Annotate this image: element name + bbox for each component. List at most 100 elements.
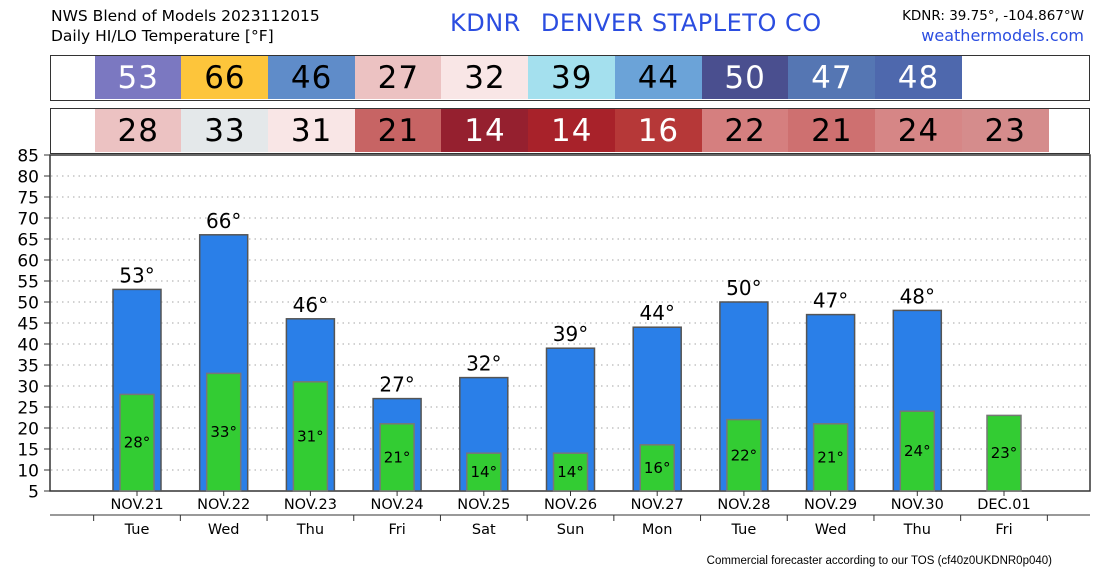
y-tick-label: 75 [17,189,39,209]
footer-note: Commercial forecaster according to our T… [706,555,1052,567]
x-date-label: NOV.30 [891,497,944,513]
hi-label: 48° [900,284,935,308]
station-name: DENVER STAPLETO CO [540,9,822,37]
lo-strip-cell: 14 [441,109,529,152]
station-id: KDNR [450,9,521,37]
hi-label: 27° [379,373,414,397]
y-tick-label: 60 [17,252,39,272]
hi-label: 66° [206,209,241,233]
lo-bar [899,410,936,492]
lo-label: 28° [124,434,151,452]
lo-bar [812,423,849,492]
x-date-label: DEC.01 [977,497,1031,513]
hi-strip-cell: 53 [94,56,182,99]
lo-strip-cell: 22 [701,109,789,152]
lo-strip: 28 33 31 21 14 14 16 22 21 24 23 [50,108,1090,154]
lo-bar [639,444,675,492]
hi-label: 50° [726,276,761,300]
x-date-label: NOV.28 [717,497,770,513]
x-weekday-label: Tue [731,522,757,538]
y-tick-label: 40 [17,336,39,356]
lo-strip-cell: 33 [181,109,269,152]
y-tick-label: 70 [17,210,39,230]
x-date-label: NOV.22 [197,497,250,513]
header-left: NWS Blend of Models 2023112015 Daily HI/… [51,6,320,46]
lo-strip-cell: 14 [528,109,616,152]
x-date-label: NOV.23 [284,497,337,513]
lo-label: 24° [904,442,931,460]
hi-strip-cell: 32 [441,56,529,99]
x-date-label: NOV.27 [631,497,684,513]
lo-strip-cell: 16 [614,109,703,152]
lo-strip-cell: 31 [268,109,356,152]
lo-label: 21° [817,448,844,466]
x-weekday-label: Mon [642,522,673,538]
y-tick-label: 50 [17,294,39,314]
y-tick-label: 15 [17,441,39,461]
header-right: KDNR: 39.75°, -104.867°W weathermodels.c… [902,6,1084,46]
hi-strip-cell: 48 [874,56,963,99]
x-axis: NOV.21 Tue NOV.22 Wed NOV.23 Thu NOV.24 Fri NOV.… [50,491,1090,538]
hi-label: 39° [553,322,588,346]
lo-label: 31° [297,427,324,445]
hi-strip-cell: 50 [701,56,789,99]
lo-label: 21° [384,448,411,466]
hi-strip-cell: 66 [181,56,269,99]
hi-label: 32° [466,352,501,376]
hi-strip-cell: 39 [528,56,616,99]
y-tick-label: 10 [17,462,39,482]
hi-strip-cell: 27 [354,56,442,99]
lo-label: 33° [210,423,237,441]
lo-label: 22° [731,446,758,464]
x-weekday-label: Fri [388,522,405,538]
site-link[interactable]: weathermodels.com [921,26,1084,45]
model-title: NWS Blend of Models 2023112015 [51,7,320,25]
hi-label: 47° [813,289,848,313]
chart-subtitle: Daily HI/LO Temperature [°F] [51,27,274,45]
x-date-label: NOV.25 [457,497,510,513]
x-weekday-label: Fri [995,522,1012,538]
y-tick-label: 25 [17,399,39,419]
x-date-label: NOV.21 [110,497,163,513]
x-weekday-label: Thu [296,522,324,538]
lo-strip-cell: 28 [94,109,182,152]
x-weekday-label: Wed [208,522,240,538]
y-tick-label: 20 [17,420,39,440]
lo-strip-cell: 24 [874,109,963,152]
hi-strip: 53 66 46 27 32 39 44 50 47 48 [50,55,1090,101]
y-tick-label: 80 [17,168,39,188]
y-tick-label: 85 [17,147,39,167]
hi-label: 53° [119,263,154,287]
lo-label: 23° [991,444,1018,462]
x-weekday-label: Sat [472,522,496,538]
y-tick-label: 45 [17,315,39,335]
station-coords: KDNR: 39.75°, -104.867°W [902,8,1084,24]
lo-strip-cell: 21 [354,109,442,152]
lo-strip-cell: 21 [788,109,876,152]
hi-label: 46° [293,293,328,317]
x-weekday-label: Sun [557,522,585,538]
lo-bar [205,372,242,492]
station-header: KDNR DENVER STAPLETO CO [450,9,842,37]
y-tick-label: 35 [17,357,39,377]
hi-label: 44° [639,301,674,325]
hi-strip-cell: 46 [268,56,356,99]
y-tick-label: 65 [17,231,39,251]
lo-bar [986,414,1022,492]
x-weekday-label: Tue [124,522,150,538]
y-tick-label: 55 [17,273,39,293]
lo-bar [292,381,329,492]
lo-strip-cell: 23 [961,109,1049,152]
x-date-label: NOV.29 [804,497,857,513]
hi-strip-cell: 44 [614,56,703,99]
lo-label: 16° [644,459,671,477]
x-date-label: NOV.24 [371,497,424,513]
lo-label: 14° [557,463,584,481]
lo-bar [552,452,589,492]
x-date-label: NOV.26 [544,497,597,513]
lo-label: 14° [471,463,498,481]
lo-bar [466,452,502,492]
hi-strip-cell: 47 [788,56,876,99]
